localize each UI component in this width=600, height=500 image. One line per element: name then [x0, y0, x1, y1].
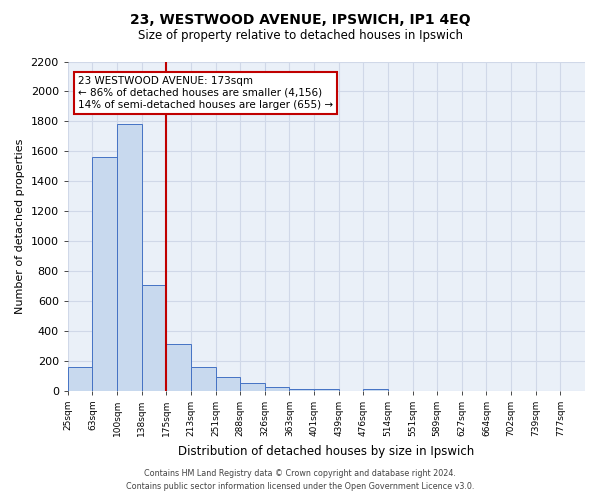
Y-axis label: Number of detached properties: Number of detached properties	[15, 138, 25, 314]
Bar	[289, 388, 314, 391]
Bar	[364, 388, 388, 391]
Bar	[215, 378, 240, 391]
Bar	[314, 388, 339, 391]
Text: 23, WESTWOOD AVENUE, IPSWICH, IP1 4EQ: 23, WESTWOOD AVENUE, IPSWICH, IP1 4EQ	[130, 12, 470, 26]
Bar	[142, 284, 166, 391]
Text: Contains HM Land Registry data © Crown copyright and database right 2024.
Contai: Contains HM Land Registry data © Crown c…	[126, 470, 474, 491]
Text: Size of property relative to detached houses in Ipswich: Size of property relative to detached ho…	[137, 29, 463, 42]
Bar	[265, 387, 289, 391]
Bar	[117, 124, 142, 391]
Bar	[166, 344, 191, 391]
Bar	[240, 384, 265, 391]
Bar	[92, 156, 117, 391]
Text: 23 WESTWOOD AVENUE: 173sqm
← 86% of detached houses are smaller (4,156)
14% of s: 23 WESTWOOD AVENUE: 173sqm ← 86% of deta…	[78, 76, 334, 110]
X-axis label: Distribution of detached houses by size in Ipswich: Distribution of detached houses by size …	[178, 444, 475, 458]
Bar	[191, 367, 215, 391]
Bar	[68, 367, 92, 391]
